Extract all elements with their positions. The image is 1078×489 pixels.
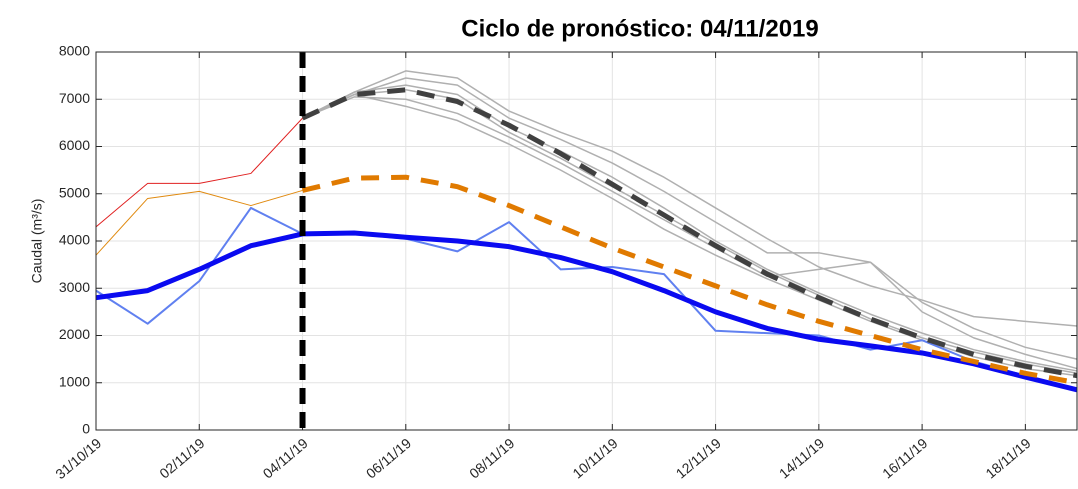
y-axis-label: Caudal (m³/s) [29, 199, 45, 284]
series-line [95, 117, 303, 228]
y-tick-label: 2000 [59, 326, 90, 342]
series-line [302, 96, 1078, 370]
x-tick-label: 04/11/19 [260, 435, 311, 482]
series-line [302, 93, 1078, 377]
y-tick-label: 5000 [59, 184, 90, 200]
series-line [301, 174, 1078, 386]
series-line [95, 206, 1078, 391]
plot-frame [95, 51, 1078, 431]
series-line [302, 77, 1078, 360]
x-tick-label: 18/11/19 [982, 435, 1033, 482]
series-line [95, 230, 1078, 393]
x-tick-label: 12/11/19 [673, 435, 724, 482]
series-line [302, 70, 1078, 327]
series-line [302, 84, 1078, 372]
y-tick-label: 6000 [59, 137, 90, 153]
x-tick-label: 10/11/19 [569, 435, 620, 482]
x-tick-label: 14/11/19 [776, 435, 827, 482]
series-line [95, 189, 303, 256]
x-tick-label: 16/11/19 [879, 435, 930, 482]
y-tick-label: 0 [82, 421, 90, 437]
chart-title: Ciclo de pronóstico: 04/11/2019 [461, 15, 818, 42]
x-tick-label: 06/11/19 [363, 435, 414, 482]
y-tick-label: 4000 [59, 232, 90, 248]
x-tick-label: 08/11/19 [466, 435, 517, 482]
y-tick-label: 8000 [59, 43, 90, 59]
y-tick-label: 3000 [59, 279, 90, 295]
y-tick-label: 7000 [59, 90, 90, 106]
series-line [301, 87, 1078, 379]
x-tick-label: 31/10/19 [52, 435, 104, 482]
x-tick-label: 02/11/19 [156, 435, 207, 482]
y-tick-label: 1000 [59, 373, 90, 389]
